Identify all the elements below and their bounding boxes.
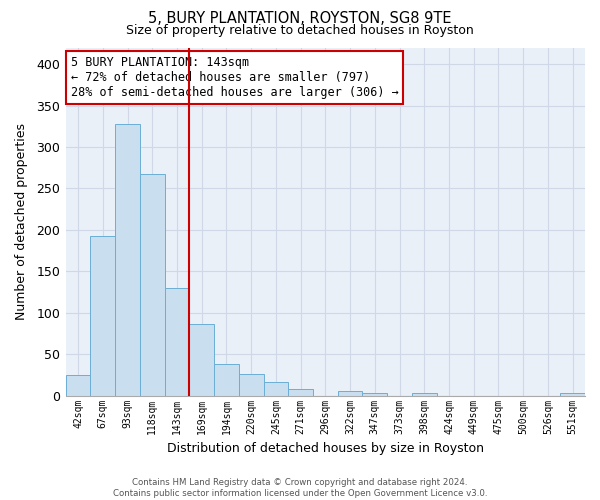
Bar xyxy=(263,382,288,396)
Bar xyxy=(190,324,214,396)
Bar xyxy=(164,288,190,396)
Bar xyxy=(412,393,437,396)
Bar xyxy=(115,124,140,396)
Bar xyxy=(288,389,313,396)
Bar xyxy=(239,374,263,396)
Bar xyxy=(66,375,91,396)
Bar xyxy=(214,364,239,396)
Bar xyxy=(91,236,115,396)
Text: 5, BURY PLANTATION, ROYSTON, SG8 9TE: 5, BURY PLANTATION, ROYSTON, SG8 9TE xyxy=(148,11,452,26)
Text: 5 BURY PLANTATION: 143sqm
← 72% of detached houses are smaller (797)
28% of semi: 5 BURY PLANTATION: 143sqm ← 72% of detac… xyxy=(71,56,399,99)
Bar xyxy=(560,393,585,396)
Text: Contains HM Land Registry data © Crown copyright and database right 2024.
Contai: Contains HM Land Registry data © Crown c… xyxy=(113,478,487,498)
Text: Size of property relative to detached houses in Royston: Size of property relative to detached ho… xyxy=(126,24,474,37)
Bar xyxy=(338,392,362,396)
Bar xyxy=(140,174,164,396)
X-axis label: Distribution of detached houses by size in Royston: Distribution of detached houses by size … xyxy=(167,442,484,455)
Bar xyxy=(362,393,387,396)
Y-axis label: Number of detached properties: Number of detached properties xyxy=(15,123,28,320)
